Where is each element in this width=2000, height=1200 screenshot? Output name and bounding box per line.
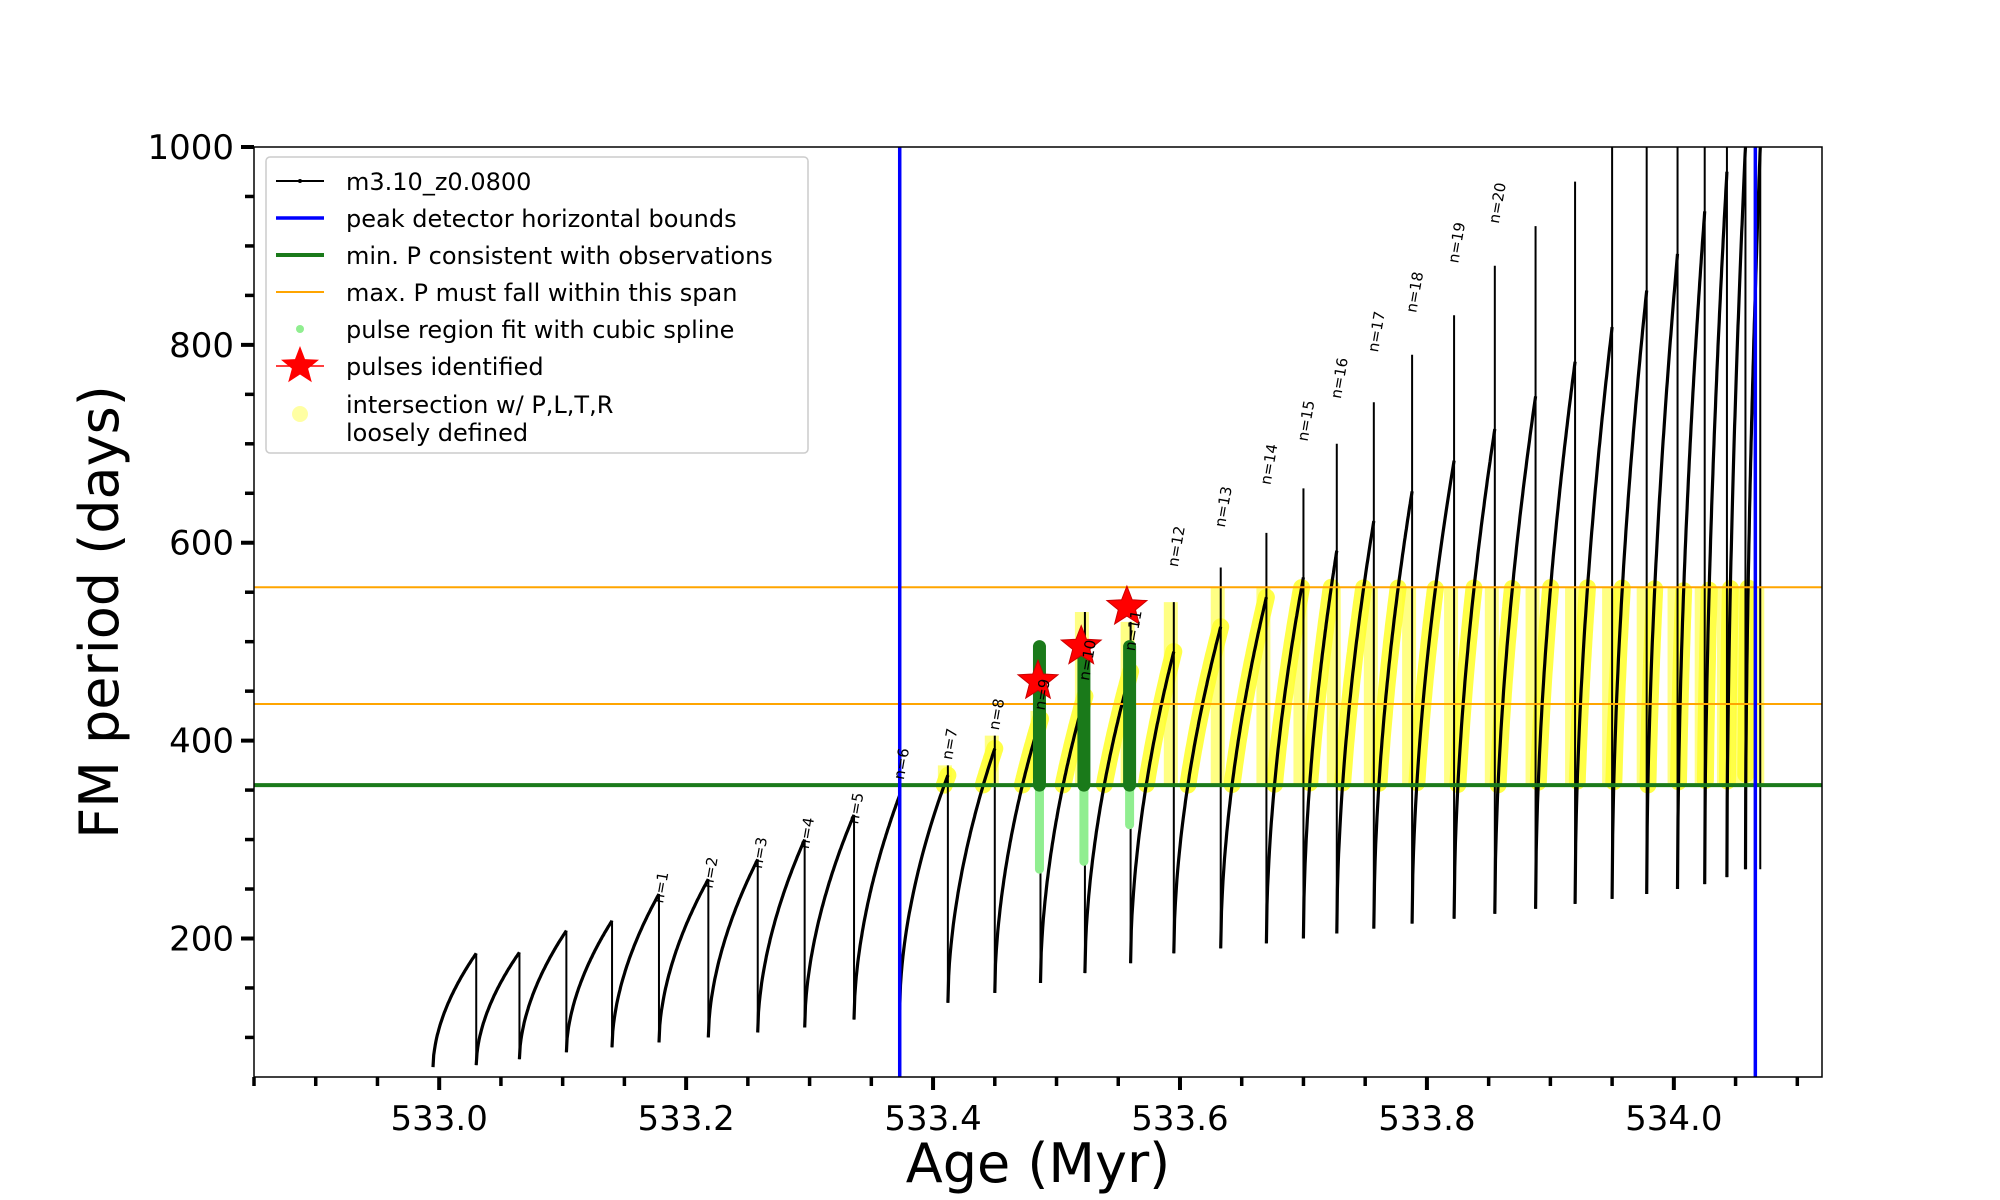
legend-label-6: pulses identified xyxy=(346,353,544,381)
x-tick-label-5: 533.8 xyxy=(1378,1099,1475,1139)
model-cycle-7 xyxy=(706,858,760,1038)
pulse-label-5: n=5 xyxy=(844,791,867,825)
model-cycle-18 xyxy=(1219,596,1268,949)
model-cycle-28 xyxy=(1610,290,1649,899)
model-cycle-5 xyxy=(610,893,661,1048)
pulse-label-9: n=9 xyxy=(1031,677,1054,711)
pulse-label-3: n=3 xyxy=(748,836,771,870)
pulse-label-1: n=1 xyxy=(649,870,672,904)
pulse-star-2 xyxy=(1059,624,1103,665)
legend-box xyxy=(265,156,809,454)
legend-swatch-intersection xyxy=(292,406,308,422)
y-tick-label-4: 800 xyxy=(169,326,234,366)
legend-label-7-2: loosely defined xyxy=(346,419,528,447)
legend-marker-model xyxy=(298,179,302,183)
legend-label-2: peak detector horizontal bounds xyxy=(346,205,737,233)
model-cycle-10 xyxy=(852,794,902,1020)
model-cycle-22 xyxy=(1372,491,1414,929)
legend-swatch-star xyxy=(281,346,319,383)
model-cycle-23 xyxy=(1410,460,1456,924)
legend-label-5: pulse region fit with cubic spline xyxy=(346,316,734,344)
pulse-stars xyxy=(1016,584,1149,700)
model-cycle-25 xyxy=(1493,396,1538,914)
model-cycle-32 xyxy=(1725,147,1748,878)
pulse-label-7: n=7 xyxy=(938,727,961,761)
legend-label-1: m3.10_z0.0800 xyxy=(346,168,531,196)
legend-swatch-spline xyxy=(296,325,304,333)
pulse-label-8: n=8 xyxy=(985,697,1008,731)
model-cycle-4 xyxy=(564,919,614,1053)
x-tick-label-1: 533.0 xyxy=(391,1099,488,1139)
plot-frame xyxy=(253,146,1823,1078)
model-cycle-33 xyxy=(1743,147,1762,870)
pulse-label-2: n=2 xyxy=(699,855,722,889)
model-cycle-8 xyxy=(756,838,807,1033)
legend-label-3: min. P consistent with observations xyxy=(346,242,773,270)
model-cycle-24 xyxy=(1452,428,1497,919)
model-cycle-29 xyxy=(1645,253,1680,895)
legend-label-4: max. P must fall within this span xyxy=(346,279,737,307)
y-tick-label-2: 400 xyxy=(169,722,234,762)
y-tick-label-3: 600 xyxy=(169,524,234,564)
x-axis-title: Age (Myr) xyxy=(906,1132,1171,1195)
model-cycle-17 xyxy=(1172,626,1223,954)
legend-label-7-1: intersection w/ P,L,T,R xyxy=(346,391,613,419)
pulse-label-4: n=4 xyxy=(795,816,818,850)
x-axis-ticks: 533.0 533.2 533.4 533.6 533.8 534.0 xyxy=(252,1077,1800,1139)
model-cycle-13 xyxy=(993,718,1043,993)
model-cycle-12 xyxy=(946,747,997,1003)
y-tick-label-5: 1000 xyxy=(147,128,234,168)
model-cycle-11 xyxy=(898,774,950,1010)
model-cycle-27 xyxy=(1573,326,1614,904)
x-tick-label-2: 533.2 xyxy=(637,1099,734,1139)
model-cycle-15 xyxy=(1083,670,1133,974)
model-cycle-16 xyxy=(1129,651,1176,964)
model-cycle-6 xyxy=(657,878,710,1043)
peak-detector-bounds xyxy=(897,147,1758,1077)
model-cycle-9 xyxy=(803,814,856,1028)
model-cycle-3 xyxy=(517,929,568,1060)
y-axis-ticks: 200 400 600 800 1000 xyxy=(147,128,254,1040)
x-tick-label-3: 533.4 xyxy=(884,1099,981,1139)
model-cycle-2 xyxy=(474,951,521,1066)
pulse-star-1 xyxy=(1016,658,1060,700)
model-cycle-1 xyxy=(431,952,478,1068)
pulse-label-6: n=6 xyxy=(890,747,913,781)
model-cycle-21 xyxy=(1335,520,1376,934)
model-cycle-19 xyxy=(1264,577,1305,944)
model-cycle-30 xyxy=(1675,211,1707,890)
model-cycle-31 xyxy=(1703,171,1729,885)
x-tick-label-6: 534.0 xyxy=(1625,1099,1722,1139)
pulse-star-3 xyxy=(1105,584,1149,626)
y-tick-label-1: 200 xyxy=(169,919,234,959)
y-axis-title: FM period (days) xyxy=(68,385,131,839)
x-tick-label-4: 533.6 xyxy=(1131,1099,1228,1139)
